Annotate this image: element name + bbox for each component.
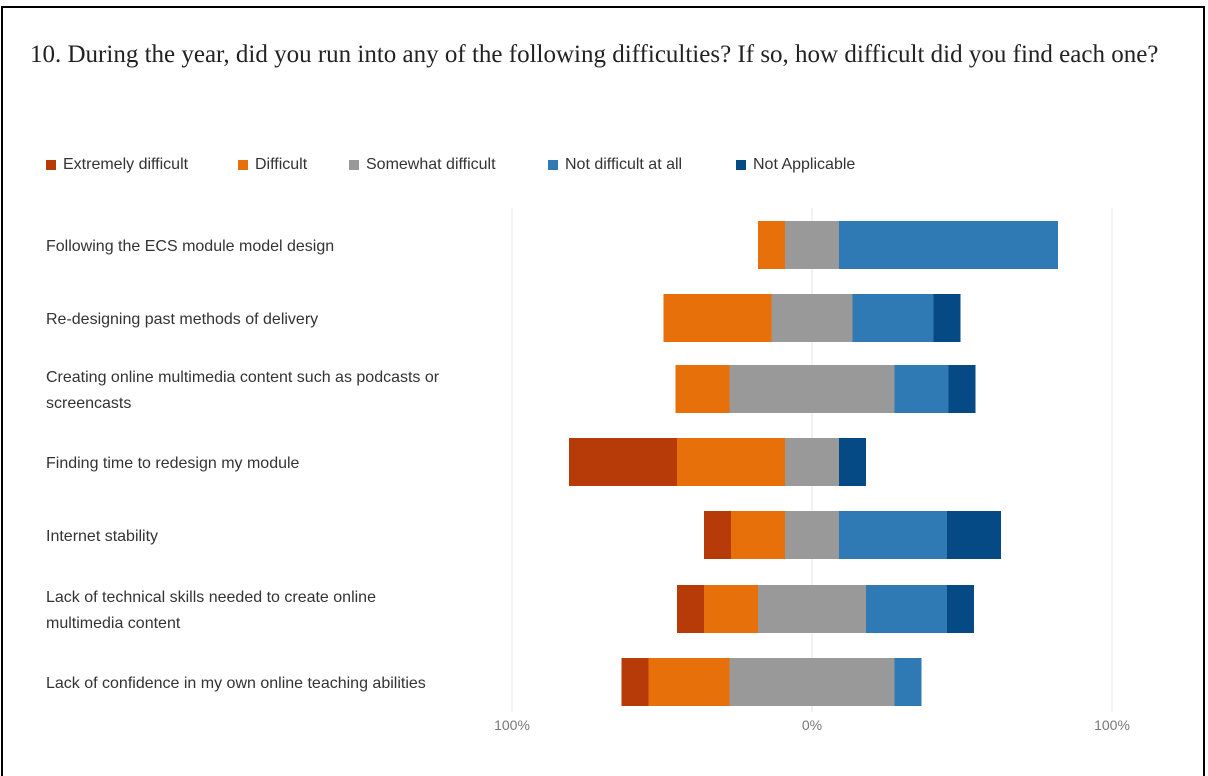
legend-label: Extremely difficult [63,156,189,173]
category-label: Creating online multimedia content such … [46,369,440,412]
bar-segment-not-difficult-at-all [839,511,947,559]
category-label: Re-designing past methods of delivery [46,311,318,328]
bar-segment-difficult [677,438,785,486]
bar-segment-not-difficult-at-all [866,585,947,633]
bar-segment-somewhat-difficult [785,511,839,559]
bar-segment-extremely-difficult [621,658,649,706]
bar-segment-not-difficult-at-all [852,294,934,342]
bar-segment-difficult [704,585,758,633]
bar-segment-difficult [758,221,785,269]
legend-label: Difficult [255,156,308,173]
bar-segment-somewhat-difficult [771,294,853,342]
legend-swatch-somewhat-difficult [349,160,359,170]
category-label: Following the ECS module model design [46,238,334,255]
bar-segment-somewhat-difficult [758,585,866,633]
legend-label: Not Applicable [753,156,856,173]
bar-segment-not-applicable [948,365,976,413]
legend-label: Not difficult at all [565,156,683,173]
bar-segment-not-difficult-at-all [894,365,949,413]
category-label: Lack of confidence in my own online teac… [46,675,426,692]
bar-segment-not-difficult-at-all [894,658,922,706]
legend-swatch-difficult [238,160,248,170]
bar-segment-somewhat-difficult [785,221,839,269]
category-label: Internet stability [46,528,158,545]
bar-segment-difficult [675,365,730,413]
bar-segment-somewhat-difficult [729,658,895,706]
category-label: Finding time to redesign my module [46,455,300,472]
bar-segment-difficult [663,294,772,342]
legend-swatch-extremely-difficult [46,160,56,170]
x-tick-label: 100% [1094,717,1130,733]
bar-segment-extremely-difficult [677,585,704,633]
x-tick-label: 100% [494,717,530,733]
bar-segment-extremely-difficult [569,438,677,486]
bar-segment-difficult [648,658,730,706]
bar-segment-not-applicable [933,294,961,342]
question-title: 10. During the year, did you run into an… [30,41,1159,68]
legend-swatch-not-difficult [548,160,558,170]
bar-segment-not-applicable [947,585,974,633]
bar-segment-somewhat-difficult [785,438,839,486]
bar-segment-not-applicable [839,438,866,486]
bar-segment-not-difficult-at-all [839,221,1058,269]
category-label: Lack of technical skills needed to creat… [46,589,376,632]
legend-swatch-not-applicable [736,160,746,170]
x-tick-label: 0% [802,717,822,733]
bar-segment-not-applicable [947,511,1001,559]
bar-segment-somewhat-difficult [729,365,895,413]
figure-frame [1,6,1205,776]
bar-segment-difficult [731,511,785,559]
bar-segment-extremely-difficult [704,511,731,559]
legend-label: Somewhat difficult [366,156,496,173]
